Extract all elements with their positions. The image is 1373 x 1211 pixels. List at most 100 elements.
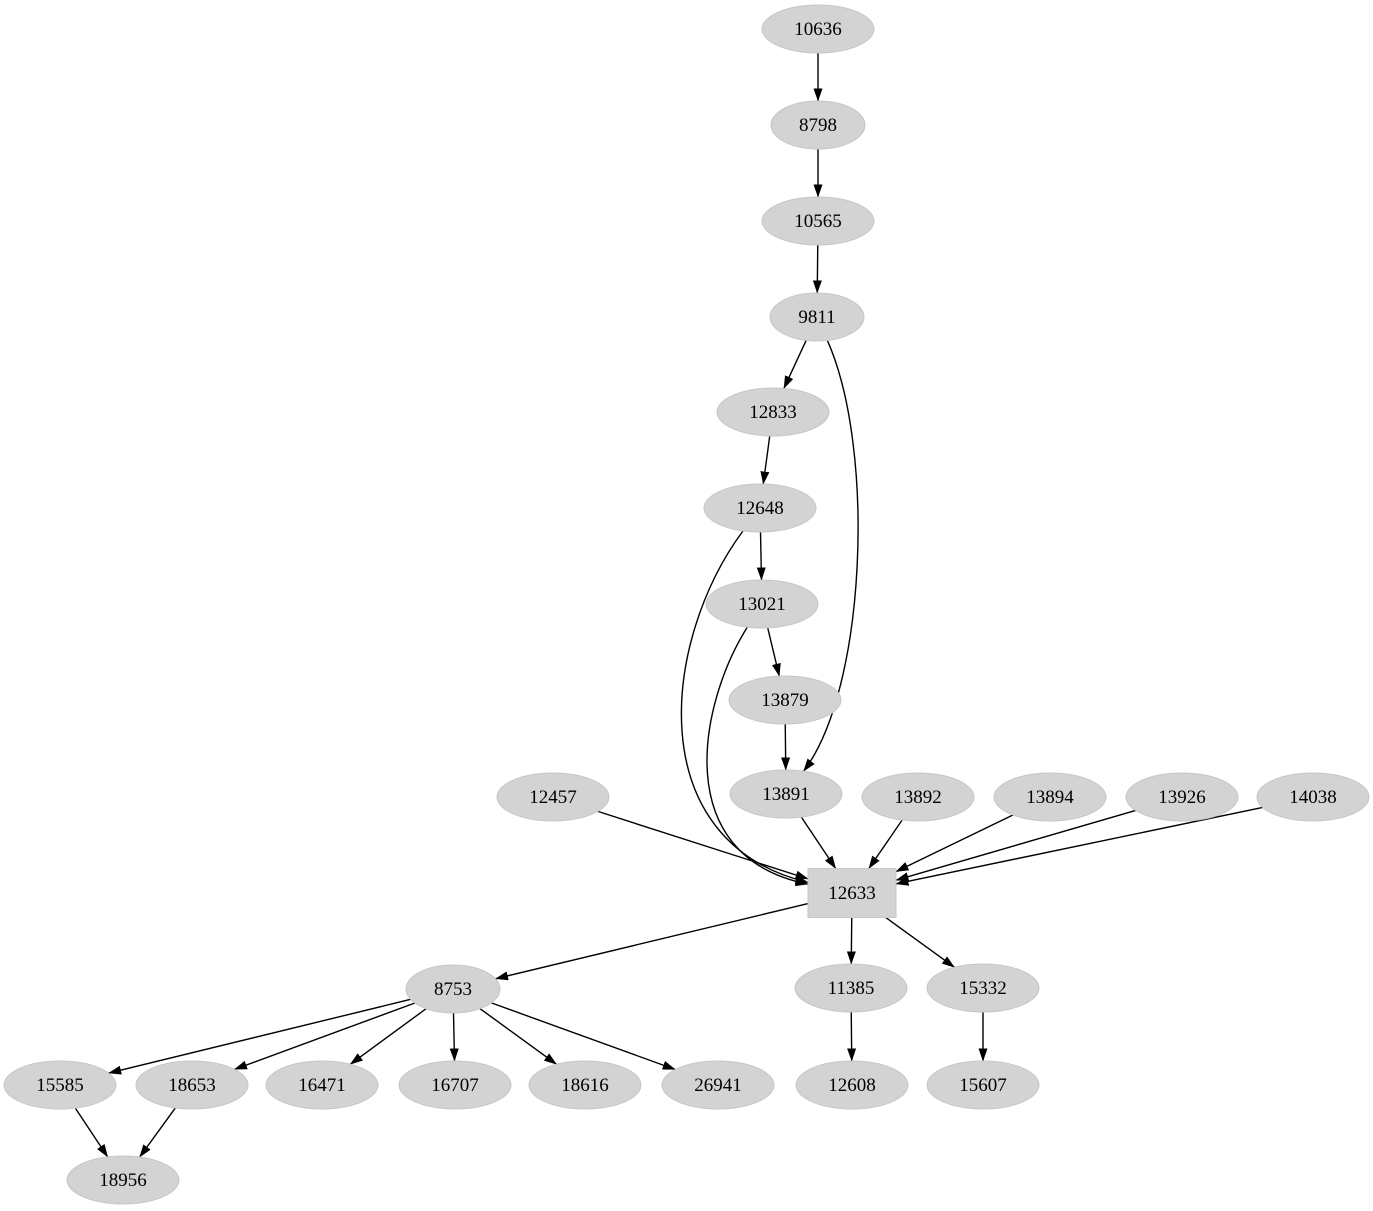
node-label: 26941 — [694, 1075, 742, 1096]
node-label: 16707 — [431, 1075, 479, 1096]
edge-12648-12633 — [680, 530, 809, 884]
node-10636: 10636 — [761, 4, 875, 54]
node-label: 15332 — [959, 978, 1007, 999]
node-label: 13926 — [1158, 787, 1206, 808]
node-8798: 8798 — [770, 100, 866, 150]
node-label: 10565 — [794, 211, 842, 232]
node-13879: 13879 — [728, 675, 842, 725]
ellipse-node-shape — [795, 1060, 909, 1110]
node-label: 18653 — [168, 1075, 216, 1096]
edge-13891-12633 — [800, 816, 837, 869]
node-12833: 12833 — [716, 387, 830, 437]
ellipse-node-shape — [3, 1060, 117, 1110]
edge-12457-12633 — [597, 810, 809, 880]
node-label: 8753 — [434, 979, 472, 1000]
ellipse-node-shape — [496, 772, 610, 822]
ellipse-node-shape — [728, 675, 842, 725]
ellipse-node-shape — [265, 1060, 379, 1110]
node-12457: 12457 — [496, 772, 610, 822]
edge-14038-12633 — [895, 806, 1263, 886]
node-label: 13891 — [762, 784, 810, 805]
node-12608: 12608 — [795, 1060, 909, 1110]
node-16471: 16471 — [265, 1060, 379, 1110]
node-label: 13894 — [1026, 787, 1074, 808]
edge-11385-12608 — [847, 1011, 857, 1062]
ellipse-node-shape — [729, 769, 843, 819]
ellipse-node-shape — [926, 963, 1040, 1013]
ellipse-node-shape — [861, 772, 975, 822]
node-label: 18616 — [561, 1075, 609, 1096]
node-10565: 10565 — [761, 196, 875, 246]
node-label: 18956 — [99, 1170, 147, 1191]
node-8753: 8753 — [405, 964, 501, 1014]
edge-18653-18956 — [139, 1107, 176, 1158]
ellipse-node-shape — [1125, 772, 1239, 822]
ellipse-node-shape — [993, 772, 1107, 822]
node-15607: 15607 — [926, 1060, 1040, 1110]
edge-13894-12633 — [895, 814, 1014, 873]
node-label: 13879 — [761, 690, 809, 711]
edge-13926-12633 — [895, 809, 1136, 882]
ellipse-node-shape — [135, 1060, 249, 1110]
node-label: 11385 — [828, 978, 875, 999]
ellipse-node-shape — [1256, 772, 1370, 822]
node-label: 16471 — [298, 1075, 346, 1096]
node-label: 12648 — [736, 498, 784, 519]
node-18956: 18956 — [66, 1155, 180, 1205]
node-11385: 11385 — [794, 963, 908, 1013]
edge-12648-13021 — [756, 531, 766, 581]
node-15332: 15332 — [926, 963, 1040, 1013]
edge-9811-13891 — [802, 340, 859, 772]
ellipse-node-shape — [770, 100, 866, 150]
ellipse-node-shape — [528, 1060, 642, 1110]
ellipse-node-shape — [761, 196, 875, 246]
edge-12633-8753 — [495, 902, 809, 981]
node-13926: 13926 — [1125, 772, 1239, 822]
edge-8753-18616 — [479, 1008, 557, 1065]
edge-8753-18653 — [234, 1002, 416, 1071]
edge-9811-12833 — [783, 340, 807, 389]
ellipse-node-shape — [66, 1155, 180, 1205]
ellipse-node-shape — [716, 387, 830, 437]
node-26941: 26941 — [661, 1060, 775, 1110]
node-label: 9811 — [798, 307, 835, 328]
node-18653: 18653 — [135, 1060, 249, 1110]
node-13021: 13021 — [705, 579, 819, 629]
ellipse-node-shape — [769, 292, 865, 342]
node-13891: 13891 — [729, 769, 843, 819]
node-12633: 12633 — [807, 868, 897, 918]
node-label: 15607 — [959, 1075, 1007, 1096]
node-14038: 14038 — [1256, 772, 1370, 822]
node-label: 14038 — [1289, 787, 1337, 808]
node-13892: 13892 — [861, 772, 975, 822]
edge-8753-15585 — [108, 998, 411, 1075]
edge-8753-16471 — [349, 1008, 427, 1065]
edge-15585-18956 — [74, 1107, 109, 1158]
ellipse-node-shape — [405, 964, 501, 1014]
ellipse-node-shape — [705, 579, 819, 629]
edge-8753-16707 — [449, 1012, 459, 1062]
ellipse-node-shape — [761, 4, 875, 54]
node-13894: 13894 — [993, 772, 1107, 822]
node-label: 12457 — [529, 787, 577, 808]
node-label: 13021 — [738, 594, 786, 615]
edge-12833-12648 — [760, 435, 771, 485]
node-label: 10636 — [794, 19, 842, 40]
node-18616: 18616 — [528, 1060, 642, 1110]
edge-8753-26941 — [491, 1002, 676, 1071]
node-label: 12608 — [828, 1075, 876, 1096]
ellipse-node-shape — [703, 483, 817, 533]
node-label: 8798 — [799, 115, 837, 136]
node-label: 15585 — [36, 1075, 84, 1096]
node-15585: 15585 — [3, 1060, 117, 1110]
ellipse-node-shape — [926, 1060, 1040, 1110]
node-label: 12633 — [828, 883, 876, 904]
ellipse-node-shape — [398, 1060, 512, 1110]
edge-13892-12633 — [868, 819, 903, 869]
node-16707: 16707 — [398, 1060, 512, 1110]
edge-13021-13879 — [767, 627, 781, 677]
edge-12633-15332 — [885, 916, 955, 968]
box-node-shape — [807, 868, 897, 918]
